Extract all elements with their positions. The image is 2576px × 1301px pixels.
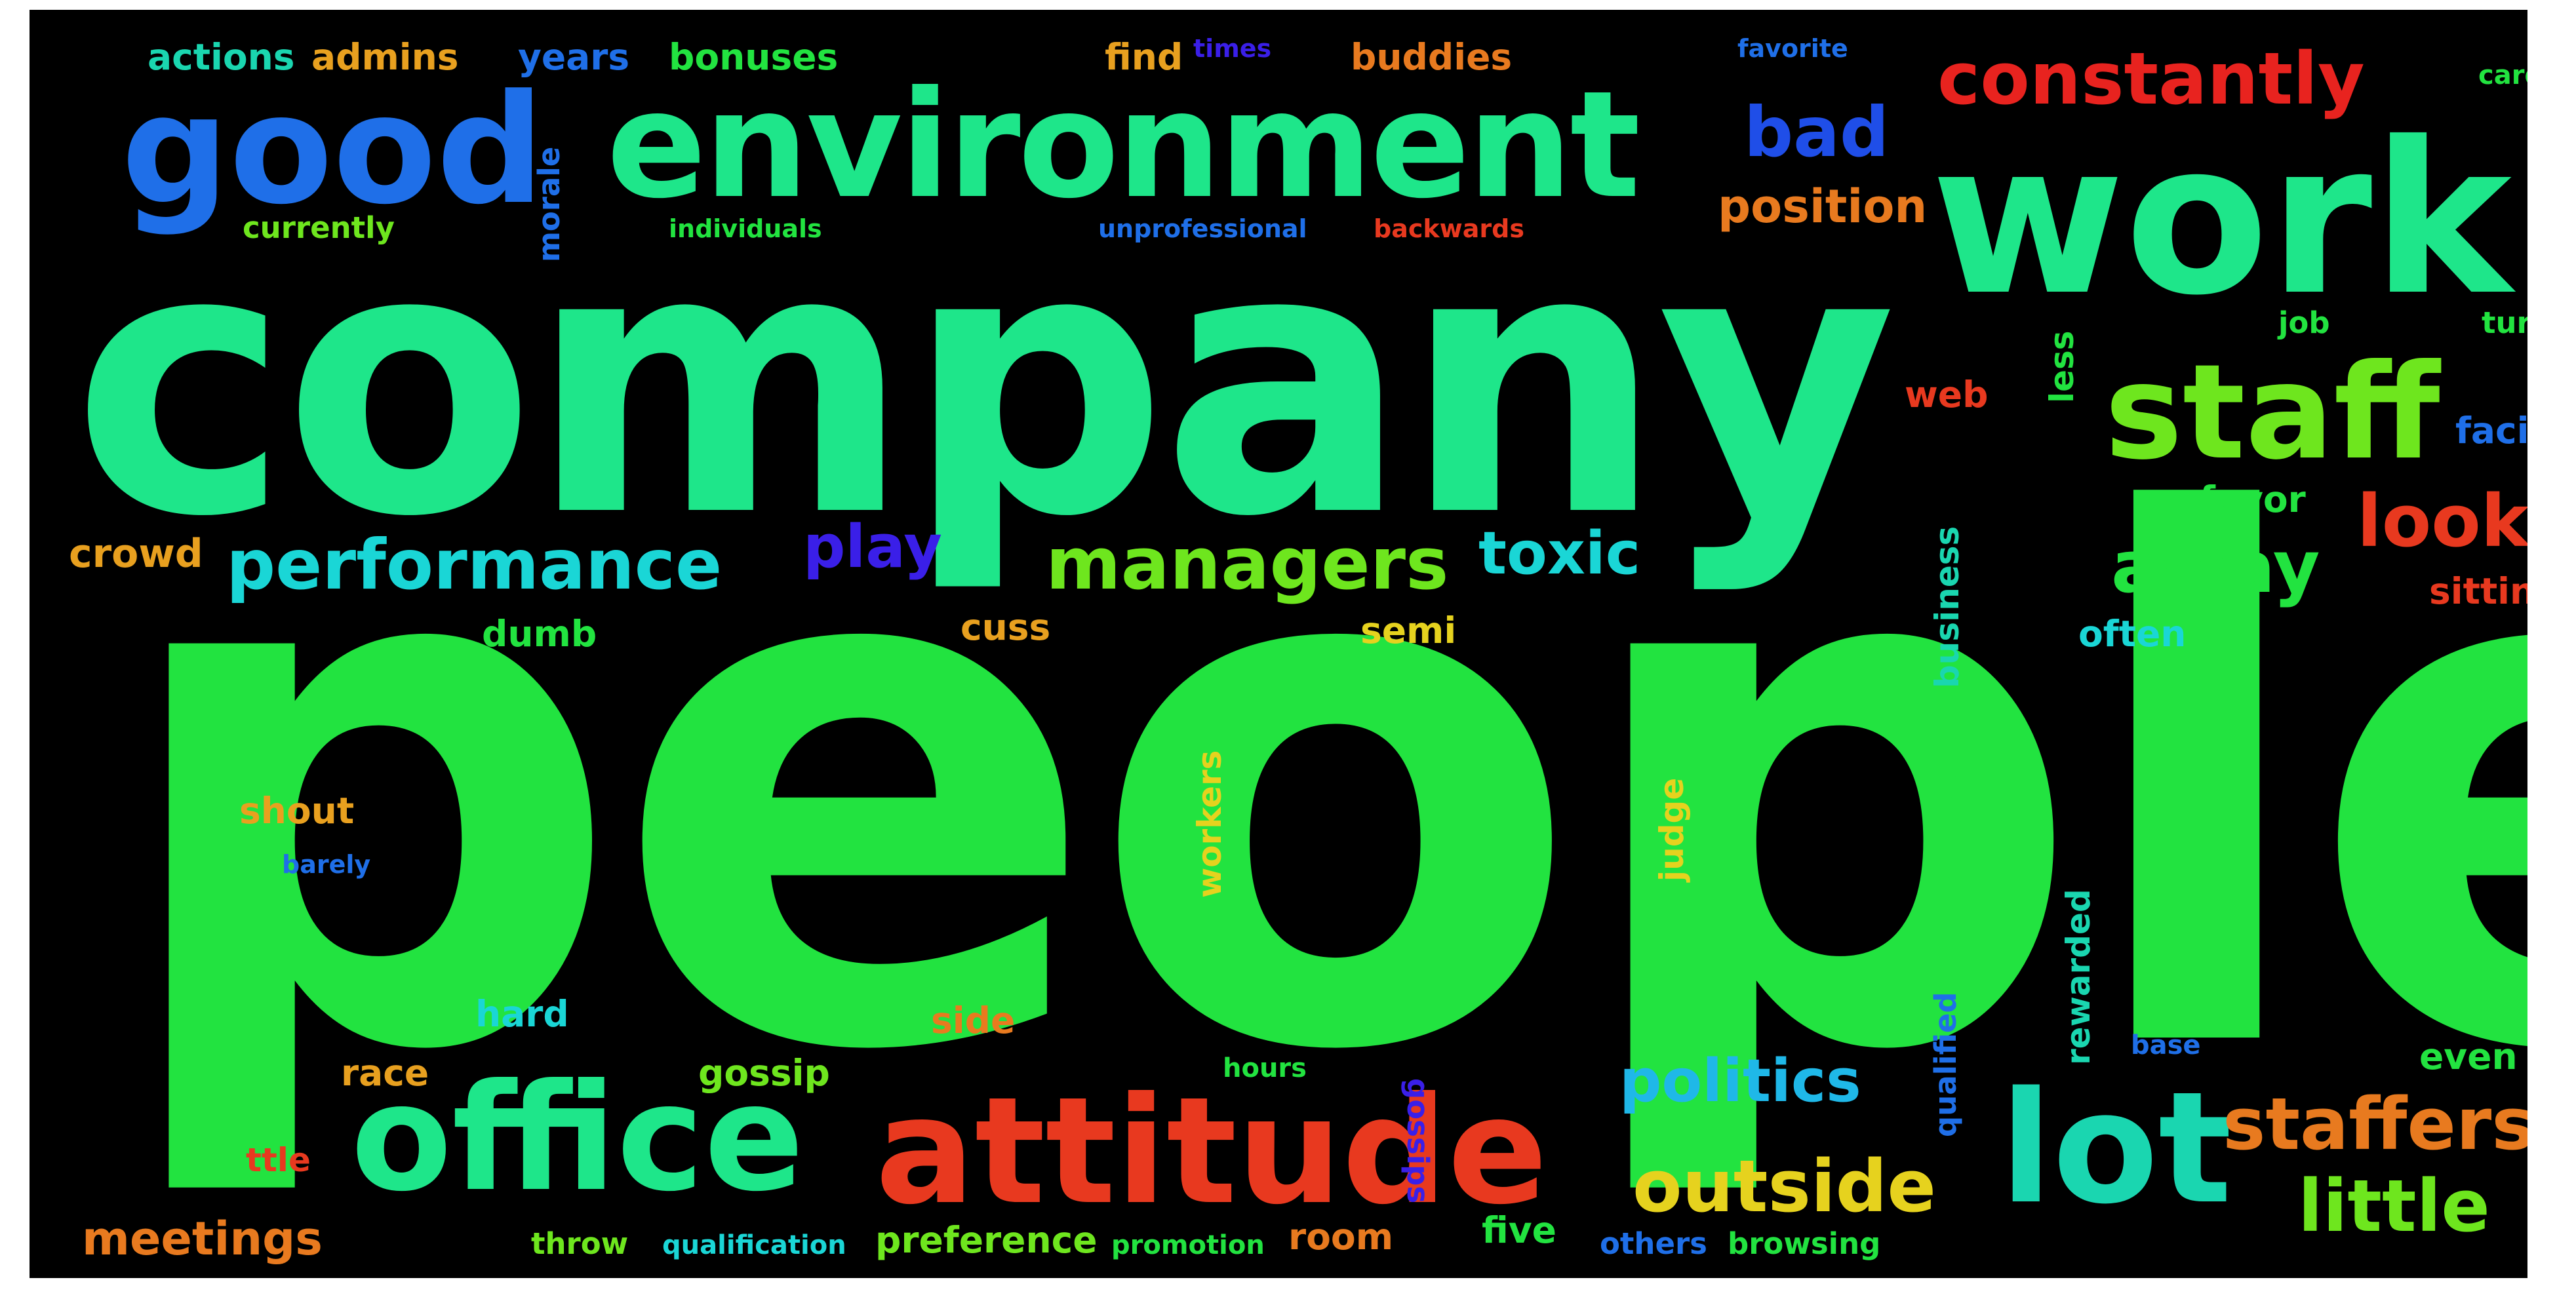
word-preference: preference: [875, 1219, 1098, 1261]
word-browsing: browsing: [1728, 1226, 1881, 1261]
word-performance: performance: [226, 525, 723, 605]
word-quitting: quitting: [1939, 769, 1968, 882]
word-judge: judge: [1653, 777, 1691, 882]
word-barely: barely: [282, 850, 371, 879]
word-buddies: buddies: [1351, 36, 1513, 78]
word-favor: favor: [2200, 478, 2306, 520]
word-less: less: [2043, 330, 2081, 403]
word-side: side: [931, 1000, 1016, 1041]
word-good: good: [121, 63, 545, 238]
word-five: five: [1482, 1209, 1556, 1251]
word-turn: turn: [2482, 305, 2527, 340]
word-toxic: toxic: [1478, 519, 1641, 588]
word-qualified: qualified: [1928, 992, 1963, 1137]
word-job: job: [2278, 305, 2330, 340]
word-crowd: crowd: [69, 531, 203, 577]
word-meetings: meetings: [82, 1212, 323, 1266]
word-play: play: [803, 513, 942, 581]
word-politics: politics: [1619, 1047, 1861, 1116]
word-lot: lot: [2000, 1059, 2232, 1238]
word-facial: facial: [2455, 410, 2527, 452]
word-semi: semi: [1360, 610, 1457, 651]
word-shout: shout: [239, 790, 355, 832]
word-bad: bad: [1744, 92, 1890, 172]
word-sitting: sitting: [2429, 570, 2527, 612]
word-throw: throw: [531, 1226, 629, 1261]
word-years: years: [518, 36, 630, 78]
word-unprofessional: unprofessional: [1098, 214, 1307, 243]
word-look: look: [2357, 479, 2527, 563]
word-promotion: promotion: [1111, 1230, 1265, 1260]
word-web: web: [1905, 374, 1989, 416]
word-card: card: [2478, 60, 2527, 90]
word-ttle: ttle: [246, 1141, 311, 1179]
word-staffers: staffers: [2223, 1082, 2527, 1166]
word-attitude: attitude: [875, 1066, 1548, 1237]
word-favorite: favorite: [1737, 34, 1848, 63]
word-find: find: [1105, 36, 1183, 78]
word-even: even: [2419, 1036, 2518, 1078]
word-often: often: [2078, 613, 2187, 655]
word-backwards: backwards: [1374, 214, 1524, 243]
word-others: others: [1600, 1226, 1707, 1261]
word-cloud: people company work environment good off…: [30, 10, 2527, 1278]
word-gossips: gossips: [1400, 1078, 1435, 1204]
word-away: away: [2111, 525, 2320, 609]
word-environment: environment: [606, 60, 1640, 231]
word-gossip: gossip: [698, 1052, 830, 1094]
word-position: position: [1718, 180, 1928, 233]
word-outside: outside: [1633, 1144, 1936, 1228]
word-morale: morale: [532, 146, 566, 262]
word-individuals: individuals: [669, 214, 822, 243]
word-constantly: constantly: [1937, 37, 2365, 121]
word-cuss: cuss: [961, 606, 1051, 648]
word-work: work: [1931, 98, 2512, 341]
word-currently: currently: [243, 210, 395, 245]
word-times: times: [1193, 34, 1272, 63]
word-business: business: [1928, 526, 1966, 688]
word-hard: hard: [475, 993, 569, 1035]
word-staff: staff: [2105, 336, 2440, 489]
word-race: race: [341, 1052, 429, 1094]
word-qualification: qualification: [662, 1230, 846, 1260]
word-little: little: [2298, 1164, 2490, 1248]
word-company: company: [72, 170, 1897, 597]
word-bonuses: bonuses: [669, 36, 839, 78]
word-admins: admins: [311, 36, 459, 78]
word-hours: hours: [1223, 1053, 1307, 1083]
word-managers: managers: [1046, 522, 1449, 606]
word-workers: workers: [1191, 750, 1229, 898]
word-people: people: [108, 369, 2527, 1208]
word-base: base: [2131, 1030, 2201, 1060]
word-actions: actions: [148, 36, 295, 78]
word-dumb: dumb: [482, 613, 597, 655]
word-office: office: [351, 1053, 804, 1224]
word-room: room: [1288, 1216, 1394, 1258]
word-rewarded: rewarded: [2059, 889, 2097, 1065]
